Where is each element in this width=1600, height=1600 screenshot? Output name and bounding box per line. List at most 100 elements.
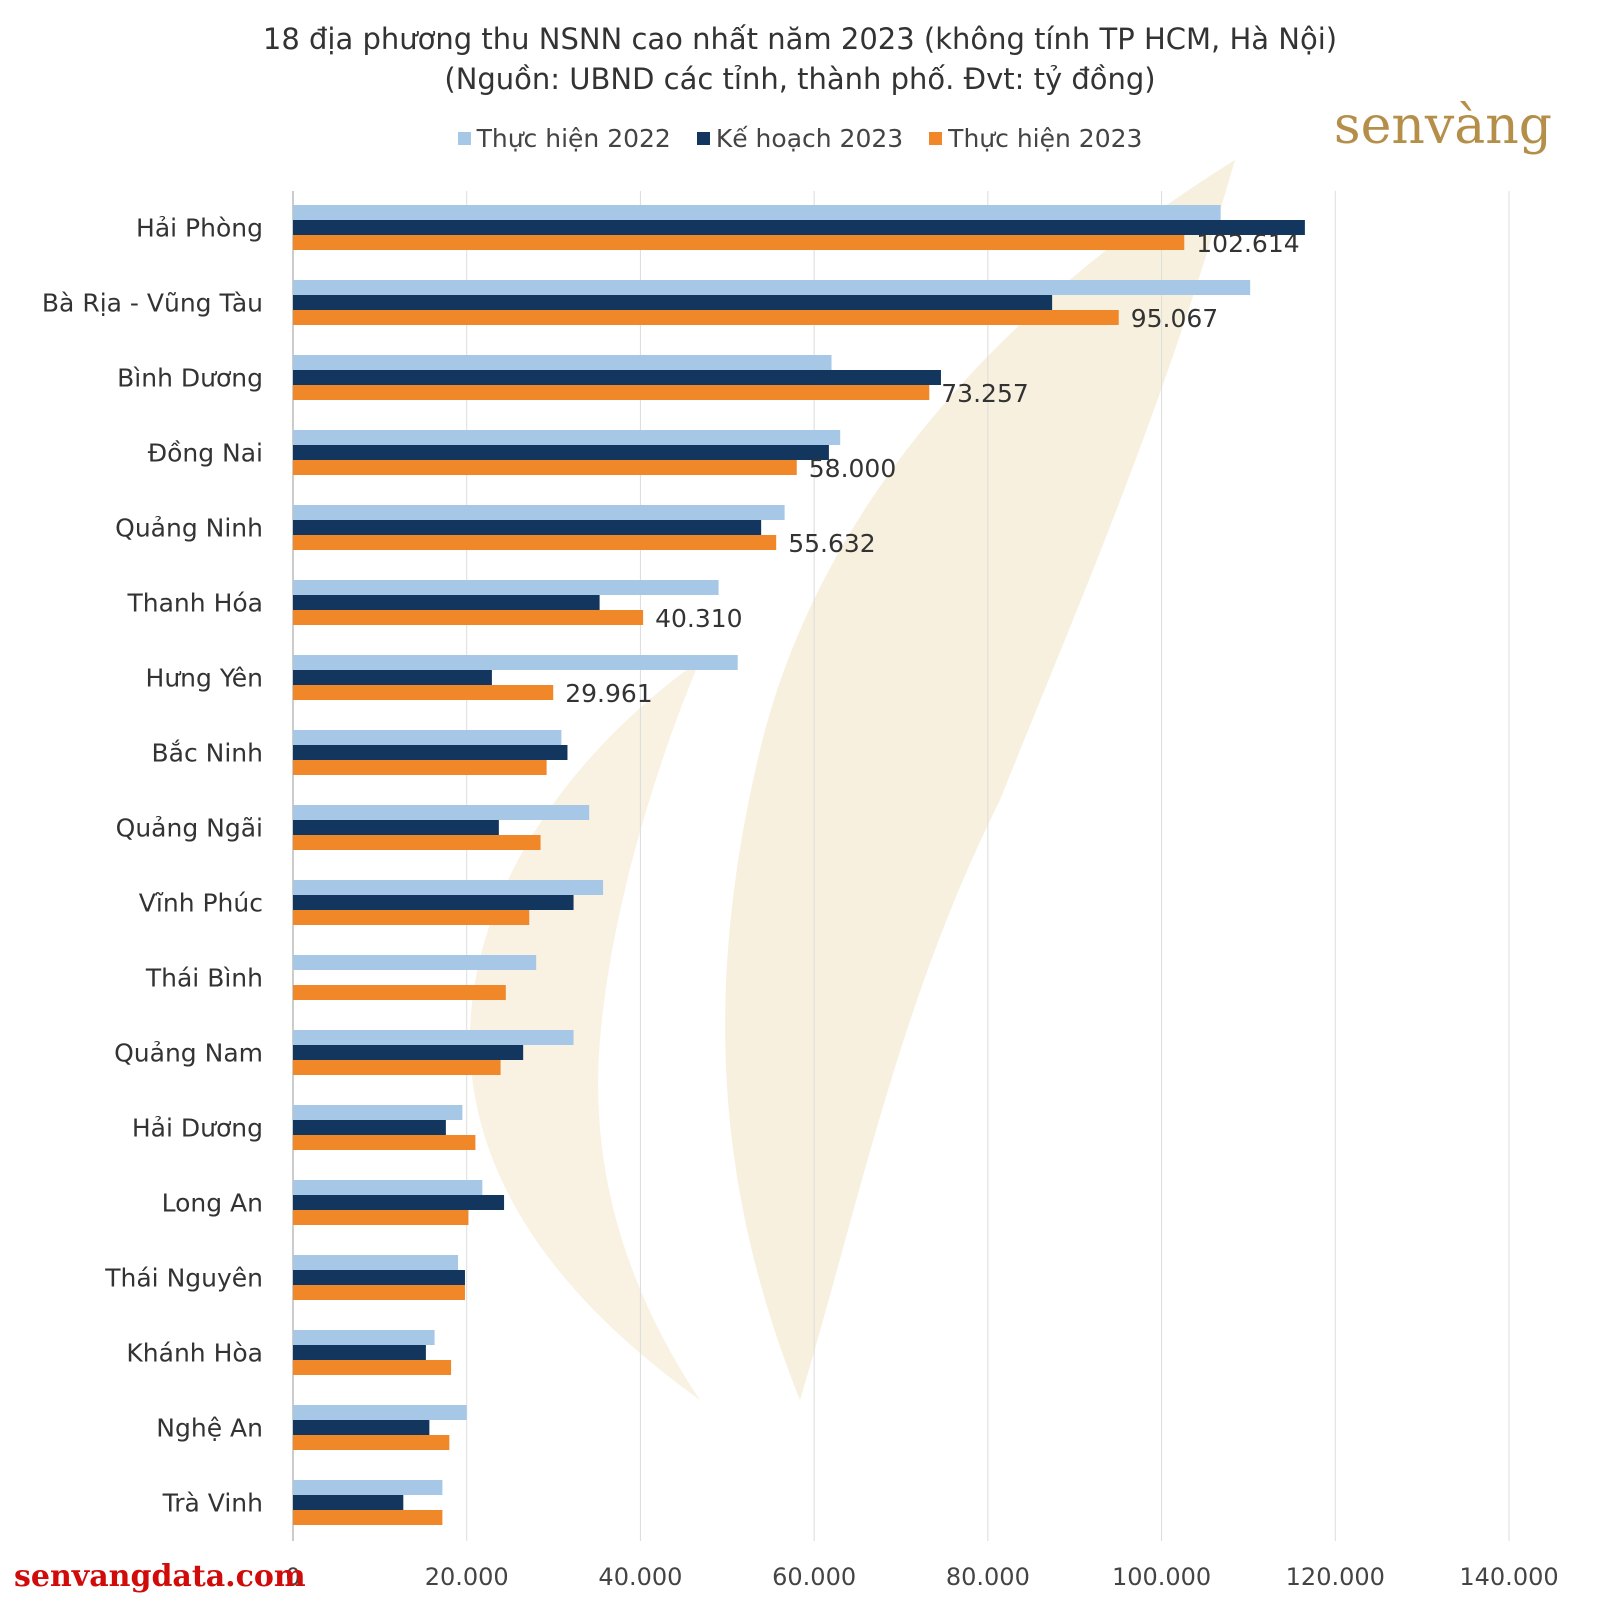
data-label: 55.632 [788,529,875,558]
bar [293,595,600,610]
legend-label-2023: Thực hiện 2023 [948,124,1143,153]
chart-subtitle: (Nguồn: UBND các tỉnh, thành phố. Đvt: t… [444,62,1156,96]
bar [293,1045,524,1060]
bar [293,1030,574,1045]
category-label: Thái Nguyên [104,1264,263,1293]
bar [293,1330,435,1345]
bar [293,235,1185,250]
chart-legend: Thực hiện 2022 Kế hoạch 2023 Thực hiện 2… [0,124,1600,153]
bar [293,520,762,535]
bar [293,1345,426,1360]
category-label: Quảng Ngãi [116,814,263,843]
bar [293,1120,446,1135]
category-label: Long An [162,1189,263,1218]
bar [293,1285,465,1300]
category-label: Bình Dương [117,364,263,393]
x-tick-label: 40.000 [598,1563,682,1591]
legend-item-2022: Thực hiện 2022 [457,124,671,153]
bar [293,730,562,745]
bar [293,460,797,475]
bar [293,910,530,925]
watermark-leaf-right [725,160,1235,1400]
data-label: 58.000 [809,454,896,483]
x-tick-label: 20.000 [425,1563,509,1591]
data-label: 40.310 [655,604,742,633]
x-tick-label: 80.000 [946,1563,1030,1591]
chart-bars [293,205,1305,1525]
bar [293,1060,501,1075]
data-label: 95.067 [1131,304,1218,333]
category-label: Khánh Hòa [126,1339,263,1368]
bar [293,1270,465,1285]
bar [293,1405,467,1420]
bar [293,1180,483,1195]
bar [293,1510,443,1525]
bar [293,580,719,595]
bar [293,1360,452,1375]
category-label: Quảng Ninh [115,514,263,543]
legend-swatch-2023 [929,132,943,145]
category-label: Thanh Hóa [127,589,264,618]
bar [293,535,777,550]
data-label: 73.257 [941,379,1028,408]
brand-logo: senvàng [1333,96,1552,156]
bar [293,745,568,760]
chart-labels: 0 20.000 40.000 60.000 80.000 100.000 120.000 1… [42,214,1559,1592]
bar [293,955,537,970]
legend-label-2022: Thực hiện 2022 [476,124,671,153]
category-label: Bà Rịa - Vũng Tàu [42,289,263,318]
x-tick-label: 120.000 [1286,1563,1385,1591]
chart-grid [292,191,1510,1541]
bar [293,670,492,685]
data-label: 29.961 [565,679,652,708]
legend-swatch-2022 [457,132,471,145]
category-label: Bắc Ninh [152,739,264,768]
bar [293,280,1251,295]
bar [293,295,1053,310]
bar [293,1195,505,1210]
legend-swatch-plan-2023 [696,132,710,145]
bar [293,205,1221,220]
x-tick-label: 140.000 [1459,1563,1558,1591]
bar [293,985,506,1000]
bar [293,805,590,820]
bar [293,610,644,625]
bar [293,655,738,670]
category-label: Đồng Nai [148,439,263,468]
bar [293,1420,430,1435]
category-label: Quảng Nam [114,1039,263,1068]
watermark-icon [470,160,1235,1400]
bar [293,685,554,700]
bar [293,385,930,400]
legend-item-2023: Thực hiện 2023 [929,124,1142,153]
bar [293,220,1305,235]
bar [293,880,604,895]
category-label: Hải Phòng [136,214,263,243]
bar [293,1135,476,1150]
bar [293,310,1119,325]
legend-item-plan-2023: Kế hoạch 2023 [696,124,903,153]
x-tick-label: 0 [285,1563,300,1591]
bar [293,445,829,460]
bar [293,430,841,445]
category-label: Thái Bình [145,964,263,993]
bar [293,355,832,370]
data-label: 102.614 [1196,229,1299,258]
bar [293,1210,469,1225]
x-tick-label: 100.000 [1112,1563,1211,1591]
bar [293,835,541,850]
bar [293,1495,404,1510]
bar [293,505,785,520]
bar [293,820,499,835]
bar [293,760,547,775]
x-tick-label: 60.000 [772,1563,856,1591]
category-label: Nghệ An [156,1414,263,1443]
bar [293,1480,443,1495]
category-label: Hải Dương [132,1114,263,1143]
bar [293,1255,459,1270]
website-link[interactable]: senvangdata.com [14,1559,306,1594]
bar [293,1105,463,1120]
bar [293,895,574,910]
